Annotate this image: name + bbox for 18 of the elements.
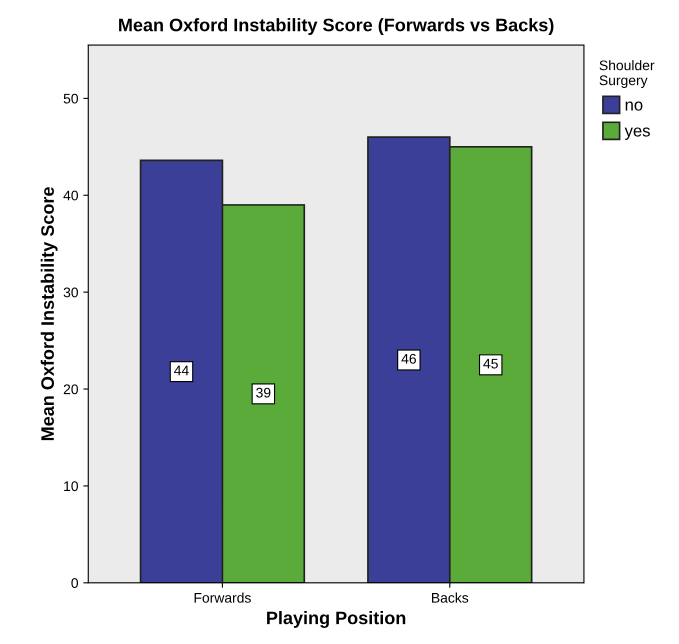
chart-title: Mean Oxford Instability Score (Forwards vs Backs) [119,18,554,35]
data-label: 44 [174,366,189,376]
y-tick-label: 10 [64,481,78,492]
y-tick-label: 50 [64,94,78,104]
legend-label: yes [624,127,650,140]
legend-label: no [626,102,642,111]
y-tick-label: 20 [64,384,78,394]
x-tick-label: Backs [432,592,468,603]
y-tick-label: 40 [63,190,78,200]
legend-title: Shoulder Surgery [600,60,654,88]
data-label: 46 [401,354,416,364]
y-axis-title: Mean Oxford Instability Score [40,187,58,440]
x-tick-label: Forwards [194,592,251,603]
data-label: 45 [483,358,498,369]
y-tick-label: 0 [71,578,78,588]
x-axis-title: Playing Position [267,611,406,628]
y-tick-label: 30 [64,287,78,298]
data-label: 39 [256,388,270,398]
